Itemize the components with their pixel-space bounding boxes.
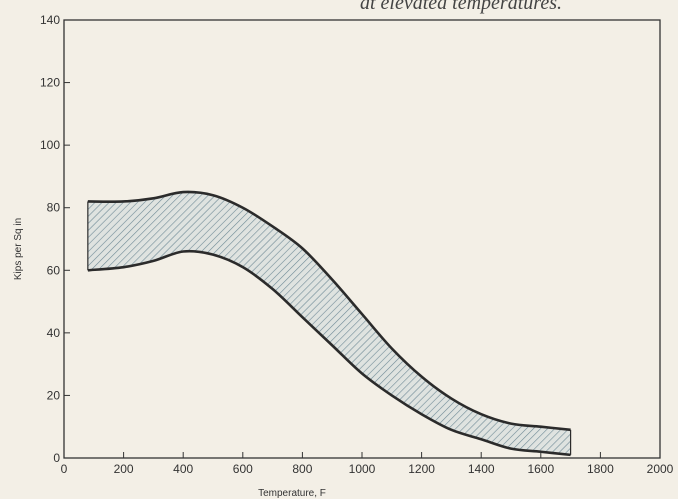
x-tick-label: 2000 xyxy=(647,462,674,476)
x-tick-label: 0 xyxy=(61,462,68,476)
y-tick-label: 140 xyxy=(40,13,60,27)
y-tick-label: 120 xyxy=(40,76,60,90)
series-upper-line xyxy=(87,190,571,432)
x-tick-label: 1400 xyxy=(468,462,495,476)
y-tick-label: 20 xyxy=(47,388,61,402)
y-tick-label: 80 xyxy=(47,201,61,215)
x-tick-label: 1200 xyxy=(408,462,435,476)
series-lower-line xyxy=(87,249,571,457)
y-tick-label: 60 xyxy=(47,263,61,277)
chart-caption: at elevated temperatures. xyxy=(360,0,562,14)
x-tick-label: 800 xyxy=(292,462,312,476)
x-tick-label: 400 xyxy=(173,462,193,476)
x-axis-title: Temperature, F xyxy=(258,488,326,499)
y-tick-label: 40 xyxy=(47,326,61,340)
x-tick-label: 600 xyxy=(233,462,253,476)
y-tick-label: 100 xyxy=(40,138,60,152)
x-tick-label: 1600 xyxy=(527,462,554,476)
x-tick-label: 200 xyxy=(114,462,134,476)
x-tick-label: 1800 xyxy=(587,462,614,476)
y-axis-title: Kips per Sq in xyxy=(13,218,24,280)
x-tick-label: 1000 xyxy=(349,462,376,476)
y-tick-label: 0 xyxy=(53,451,60,465)
band-hatch xyxy=(87,191,571,455)
